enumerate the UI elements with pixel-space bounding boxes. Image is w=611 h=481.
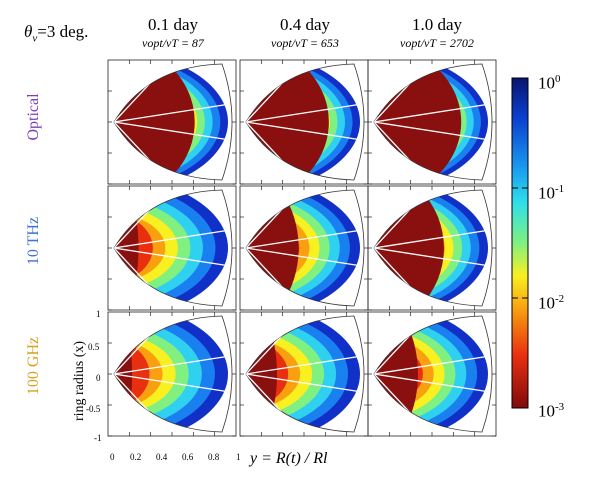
x-tick-label: 1 (236, 452, 241, 462)
colorbar-tick-label: 100 (538, 73, 561, 93)
theta-value: =3 deg. (37, 22, 89, 41)
column-subtitle-2: νopt/νT = 653 (271, 36, 339, 50)
colorbar (511, 77, 529, 409)
y-tick-label: 0.5 (88, 342, 100, 352)
x-axis-label: y = R(t) / Rl (250, 450, 328, 467)
x-tick-label: 0 (110, 452, 115, 462)
x-tick-label: 0.8 (208, 452, 220, 462)
colorbar-tick-label: 10-2 (538, 293, 565, 313)
x-tick-label: 0.4 (156, 452, 168, 462)
x-tick-label: 0.6 (182, 452, 194, 462)
colorbar-tick-label: 10-3 (538, 401, 565, 421)
y-tick-label: -0.5 (86, 404, 101, 414)
x-tick-label: 0.2 (130, 452, 142, 462)
column-subtitle-3: νopt/νT = 2702 (400, 36, 474, 50)
y-tick-label: -1 (94, 433, 102, 443)
panel-r3-c1 (107, 311, 237, 437)
colorbar-tick-label: 10-1 (538, 183, 565, 203)
panel-r2-c1 (107, 185, 237, 311)
y-tick-label: 1 (96, 309, 101, 319)
column-subtitle-1: νopt/νT = 87 (142, 36, 204, 50)
panel-r1-c1 (107, 59, 237, 185)
theta-subscript: v (32, 32, 38, 45)
panel-r2-c3 (367, 185, 497, 311)
column-title-3: 1.0 day (411, 15, 463, 34)
panel-r3-c3 (367, 311, 497, 437)
theta-symbol: θ (24, 22, 33, 41)
y-tick-label: 0 (96, 373, 101, 383)
column-title-2: 0.4 day (279, 15, 331, 34)
column-title-1: 0.1 day (147, 15, 199, 34)
theta-label: θv=3 deg. (24, 22, 88, 44)
